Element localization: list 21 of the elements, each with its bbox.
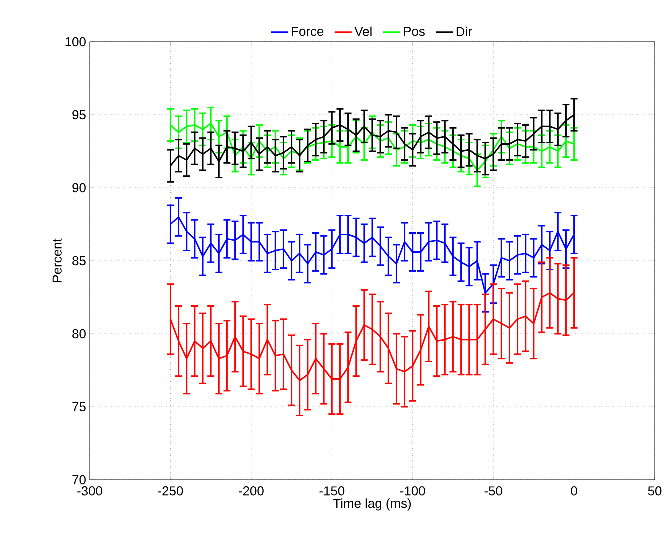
y-axis-title: Percent [52, 238, 62, 282]
y-tick-label: 95 [72, 110, 86, 120]
y-tick-label: 70 [72, 475, 86, 485]
legend-label: Pos [404, 27, 425, 36]
x-axis-title: Time lag (ms) [333, 498, 412, 511]
y-tick-label: 75 [72, 402, 86, 412]
x-tick-label: -300 [78, 486, 102, 496]
x-tick-label: -150 [320, 486, 345, 496]
legend-label: Force [292, 27, 324, 36]
y-tick-label: 80 [72, 329, 86, 339]
x-tick-label: -100 [400, 486, 426, 496]
x-tick-label: 0 [571, 486, 578, 496]
x-tick-label: 50 [648, 486, 662, 496]
legend-label: Dir [456, 26, 472, 36]
y-tick-label: 100 [66, 37, 86, 47]
y-tick-label: 85 [72, 256, 86, 266]
x-tick-label: -200 [239, 486, 264, 496]
legend-label: Vel [354, 26, 372, 36]
x-tick-label: -50 [484, 486, 502, 496]
y-tick-label: 90 [72, 183, 86, 193]
x-tick-label: -250 [158, 486, 184, 496]
